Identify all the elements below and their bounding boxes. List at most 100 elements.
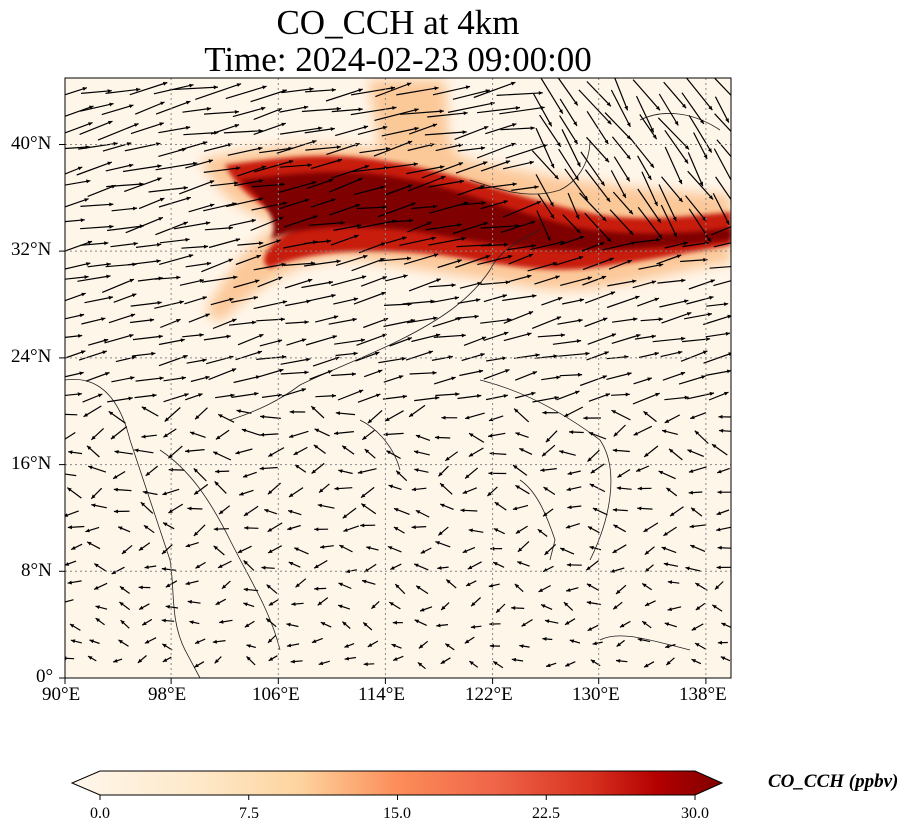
wind-vector [664,129,689,164]
wind-vector-head [439,109,444,114]
wind-vector [632,392,660,405]
wind-vector-head [578,256,584,260]
wind-vector-head [468,528,473,533]
wind-vector-head [440,165,445,170]
wind-vector [65,473,77,477]
wind-vector [454,125,489,140]
wind-vector-head [103,338,109,343]
wind-vector-head [708,105,713,111]
wind-vector-head [577,372,583,377]
wind-vector-head [311,406,316,411]
wind-vector [84,296,114,304]
wind-vector [402,300,435,305]
wind-vector-head [626,122,631,127]
wind-vector-head [408,218,414,223]
wind-vector-head [336,259,341,264]
wind-vector-head [254,391,259,396]
wind-vector [430,296,460,304]
wind-vector [183,131,219,136]
wind-vector-head [637,486,642,491]
wind-vector [480,225,520,229]
wind-vector-head [436,278,441,283]
wind-vector-head [69,624,75,628]
wind-vector-head [396,470,401,475]
wind-vector-head [251,320,257,325]
wind-vector [65,219,85,223]
wind-vector-head [363,254,368,259]
wind-vector-head [709,391,714,396]
wind-vector-head [469,661,474,666]
wind-vector-head [294,547,299,552]
wind-vector-head [195,564,200,569]
wind-vector-head [625,392,630,397]
wind-vector [714,78,731,97]
wind-vector-head [256,254,261,259]
wind-vector-head [613,432,618,437]
wind-vector-head [342,445,347,450]
wind-vector [427,112,468,118]
wind-vector [383,303,412,306]
wind-vector-head [535,353,540,358]
wind-vector [406,317,438,324]
wind-vector-head [530,126,535,131]
wind-vector-head [626,155,631,160]
wind-vector-head [575,214,580,220]
wind-vector-head [162,491,167,496]
wind-vector [233,179,264,187]
wind-vector-head [105,372,110,376]
wind-vector-head [554,174,559,180]
wind-vector-head [541,604,546,608]
wind-vector-head [734,240,738,244]
wind-vector-head [485,255,491,259]
wind-vector-head [461,333,466,338]
wind-vector [210,124,240,135]
wind-vector-head [165,583,171,588]
wind-vector [683,313,713,320]
wind-vector-head [481,336,487,341]
wind-vector [237,242,264,246]
wind-vector-head [483,222,488,226]
wind-vector-head [504,242,509,247]
wind-vector-head [427,221,432,226]
wind-vector [351,86,396,96]
wind-vector [483,369,510,380]
wind-vector-head [650,163,654,168]
lon-tick-138: 138°E [679,684,727,705]
wind-vector-head [514,583,520,589]
wind-vector-head [374,351,380,356]
wind-vector-head [644,663,649,668]
wind-vector-head [313,215,318,219]
wind-vector [155,162,198,171]
wind-vector-head [682,103,687,109]
wind-vector [656,254,682,265]
wind-vector-head [666,487,671,492]
wind-vector-head [129,104,134,109]
wind-vector [326,142,360,155]
wind-vector-head [695,583,700,587]
wind-vector-head [724,391,729,396]
wind-vector-head [707,148,712,153]
wind-vector-head [658,471,664,475]
wind-vector-head [710,279,715,284]
wind-vector [85,371,110,382]
wind-vector [253,108,283,121]
wind-vector-head [438,531,443,536]
wind-vector-head [233,275,238,280]
wind-vector [678,375,706,385]
wind-vector-head [199,278,204,283]
wind-vector-head [716,565,721,570]
wind-vector-head [332,335,337,339]
wind-vector-head [289,493,294,497]
wind-vector [407,143,435,152]
wind-vector [639,114,658,140]
wind-vector-head [695,606,701,610]
wind-vector [353,291,386,305]
wind-vector-head [734,134,738,138]
wind-vector-head [361,275,367,280]
wind-vector-head [309,87,314,92]
wind-vector [432,85,471,96]
wind-vector [579,192,607,222]
wind-vector-head [111,570,117,574]
wind-vector-head [363,662,368,667]
wind-vector [558,148,580,181]
